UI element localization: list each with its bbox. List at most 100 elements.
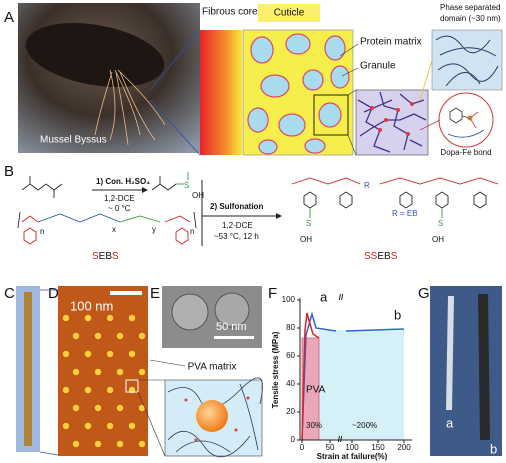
afm-domain: [84, 350, 92, 358]
afm-domain: [106, 386, 114, 394]
panel-label: C: [4, 285, 15, 302]
pointer: [339, 43, 359, 57]
pointer: [149, 359, 186, 367]
y-tick-label: 100: [282, 295, 296, 304]
afm-domain: [106, 422, 114, 430]
zoom-line: [419, 59, 433, 101]
ss-block: SS: [364, 251, 378, 262]
pct-label: ~200%: [352, 421, 377, 430]
sebs-label: SEBS: [92, 251, 119, 262]
ticks: 0 20 40 60 80 100 0 50 100 150 200: [282, 295, 412, 452]
s-block: S: [92, 251, 99, 262]
subscript: n: [190, 227, 194, 236]
sample-b: [478, 294, 490, 440]
tem-domain: [171, 293, 209, 331]
axis-break: //: [339, 293, 344, 302]
path: [117, 69, 166, 126]
subscript: n: [40, 227, 44, 236]
afm-domain: [84, 314, 92, 322]
ellipse: [260, 74, 290, 98]
scale-bar: [214, 336, 254, 339]
domain-sphere: [196, 400, 228, 432]
circle: [378, 128, 382, 132]
s-block: S: [391, 251, 398, 262]
cuticle-tag: [258, 4, 320, 22]
circle: [396, 108, 400, 112]
phase-chains: [435, 35, 499, 87]
x-axis-label: Strain at failure(%): [317, 452, 388, 461]
path: [175, 440, 231, 453]
x-tick-label: 100: [345, 443, 359, 452]
ellipse: [278, 113, 306, 137]
curve-label: b: [394, 307, 401, 322]
x-tick-label: 200: [397, 443, 411, 452]
path: [363, 99, 393, 113]
circle: [410, 102, 414, 106]
curve-b: [301, 311, 337, 441]
polygon: [339, 191, 353, 209]
curve-b: [345, 328, 405, 332]
afm-domain: [94, 440, 102, 448]
y-tick-label: 40: [286, 379, 295, 388]
path: [114, 69, 141, 136]
y-tick-label: 80: [286, 323, 295, 332]
circle: [370, 106, 374, 110]
polygon: [303, 191, 317, 209]
sample-label: b: [490, 441, 497, 456]
afm-domain: [116, 404, 124, 412]
path: [167, 431, 251, 458]
afm-domain: [62, 422, 70, 430]
zoom-line: [149, 99, 201, 156]
afm-domain: [116, 332, 124, 340]
area-b: [319, 330, 404, 440]
ellipse: [324, 35, 346, 61]
circle: [234, 428, 238, 432]
afm-domain: [116, 440, 124, 448]
line: [193, 211, 197, 229]
circle: [194, 438, 198, 442]
afm-domain: [72, 404, 80, 412]
ssebs-label: SSEBS: [364, 251, 398, 262]
pointer: [341, 67, 359, 77]
polygon: [23, 227, 37, 245]
afm-domain: [106, 350, 114, 358]
path: [119, 71, 156, 141]
sample-label: a: [446, 415, 454, 430]
path: [151, 183, 177, 191]
path: [115, 71, 129, 146]
afm-domain: [72, 440, 80, 448]
eb-block: EB: [99, 251, 113, 262]
oh: OH: [432, 235, 444, 244]
tem-domain: [214, 292, 250, 328]
zoom-line: [137, 391, 166, 457]
phase-label: domain (~30 nm): [440, 14, 501, 23]
path: [239, 383, 259, 451]
ellipse: [330, 65, 350, 89]
step2-cond: ~53 °C, 12 h: [214, 232, 259, 241]
afm-domain: [94, 332, 102, 340]
afm-domain: [138, 368, 146, 376]
ellipse: [285, 33, 311, 55]
afm-domain: [72, 332, 80, 340]
circle: [246, 396, 250, 400]
pct-label: 30%: [306, 421, 322, 430]
path: [109, 69, 116, 141]
r-def: R = EB: [392, 209, 418, 218]
x-tick-label: 50: [326, 443, 335, 452]
afm-domain: [62, 386, 70, 394]
polygon: [435, 191, 449, 209]
subscript: y: [152, 225, 156, 234]
subscript: x: [112, 225, 116, 234]
oh-groups: [184, 396, 250, 442]
protein-matrix-label: Protein matrix: [360, 37, 422, 48]
zoom-line: [39, 451, 59, 456]
mussel-shell: [25, 23, 165, 87]
path: [21, 215, 39, 223]
arrow-head: [142, 187, 148, 193]
afm-domain: [128, 422, 136, 430]
step2: 2) Sulfonation: [210, 202, 263, 211]
r-group: R: [364, 181, 370, 190]
